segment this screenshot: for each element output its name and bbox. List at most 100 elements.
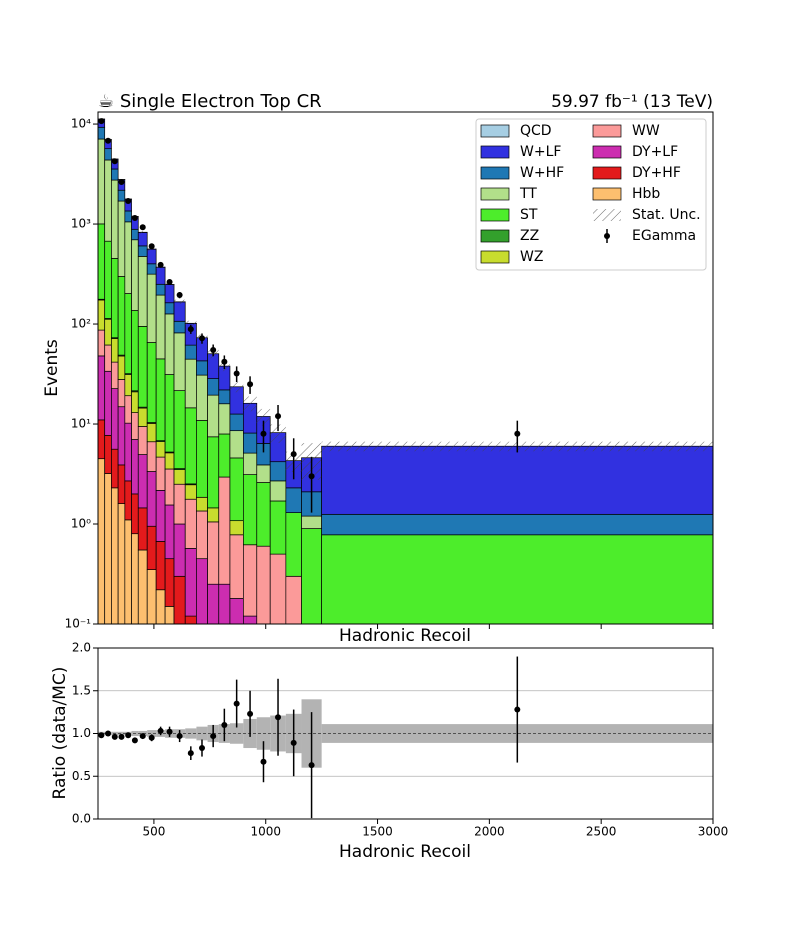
stack-segment [117,276,126,356]
stack-segment [146,248,157,265]
stack-segment [155,441,166,458]
data-point [166,728,173,735]
stack-segment [196,510,208,560]
x-tick-label: 500 [142,825,165,839]
data-point [176,292,183,299]
legend-label: Stat. Unc. [632,207,701,223]
legend-swatch [592,187,622,201]
stack-segment [196,496,208,512]
legend-swatch [480,124,510,138]
stack-segment [184,484,197,500]
stat-unc-band [229,381,244,393]
legend-swatch [480,187,510,201]
stack-segment [137,245,148,257]
data-point [148,243,155,250]
stack-segment [117,464,126,504]
stack-segment [137,407,148,427]
stack-segment [321,513,713,536]
legend-swatch [480,229,510,243]
stack-segment [111,448,119,489]
stack-segment [173,575,186,624]
data-point [176,733,183,740]
stack-segment [98,355,106,421]
stack-segment [184,407,197,485]
stack-segment [155,541,166,591]
stack-segment [131,493,139,535]
stack-segment [111,388,119,450]
stack-segment [98,126,106,140]
stack-segment [173,390,186,469]
data-point [308,762,315,769]
stat-unc-band [256,408,271,426]
stack-segment [229,413,244,432]
stack-segment [146,263,157,275]
stack-segment [131,391,139,413]
stat-unc-band [118,731,125,736]
stat-unc-band [174,299,186,305]
stack-segment [104,435,112,474]
stack-segment [243,544,258,617]
y-tick-label: 10² [71,317,91,331]
data-point [157,261,164,268]
stack-segment [196,420,208,498]
stack-segment [146,273,157,343]
data-point [118,179,125,186]
stack-segment [137,454,148,509]
stack-segment [243,452,258,475]
stack-segment [146,423,157,443]
stack-segment [173,320,186,334]
legend-swatch [592,124,622,138]
stack-segment [146,441,157,472]
stack-segment [146,471,157,527]
y-tick-label: 1.0 [72,726,91,740]
stack-segment [207,507,220,523]
stack-segment [164,468,175,506]
stack-segment [164,504,175,560]
data-point [125,198,132,205]
stack-segment [256,482,271,547]
stat-unc-band [243,396,257,412]
legend-label: DY+HF [632,165,681,181]
x-tick-label: 1000 [250,825,281,839]
stack-segment [229,457,244,522]
stack-segment [218,433,231,478]
chart-subtitle: 59.97 fb⁻¹ (13 TeV) [551,92,713,112]
data-point [157,727,164,734]
x-tick-label: 2500 [586,825,617,839]
legend-box [475,118,707,271]
stack-segment [243,474,258,546]
chart-title: ☕ Single Electron Top CR [98,91,322,112]
legend-label: EGamma [632,228,696,244]
y-tick-label: 1.5 [72,683,91,697]
data-point [98,732,105,739]
data-point [187,750,194,757]
stack-segment [117,355,126,380]
legend-label: WW [632,123,660,139]
y-tick-label: 10⁰ [71,517,91,531]
stack-segment [164,452,175,470]
legend-swatch [592,145,622,159]
stack-segment [164,313,175,375]
stack-segment [164,302,175,315]
x-axis-label: Hadronic Recoil [339,626,471,646]
legend-label: Hbb [632,186,660,202]
stack-segment [117,189,126,202]
stack-segment [98,329,106,357]
x-axis-label: Hadronic Recoil [339,842,471,862]
stack-segment [269,461,287,482]
stack-segment [229,534,244,599]
data-point [308,473,315,480]
stack-segment [146,342,157,423]
data-point [131,737,138,744]
stack-segment [124,293,132,374]
stack-segment [218,476,231,585]
stack-segment [98,223,106,300]
legend-label: QCD [520,123,552,139]
data-point [247,710,254,717]
stack-segment [207,436,220,509]
legend-swatch [592,166,622,180]
stack-segment [137,507,148,551]
stack-segment [131,228,139,241]
stack-segment [269,480,287,502]
stack-segment [218,403,231,435]
